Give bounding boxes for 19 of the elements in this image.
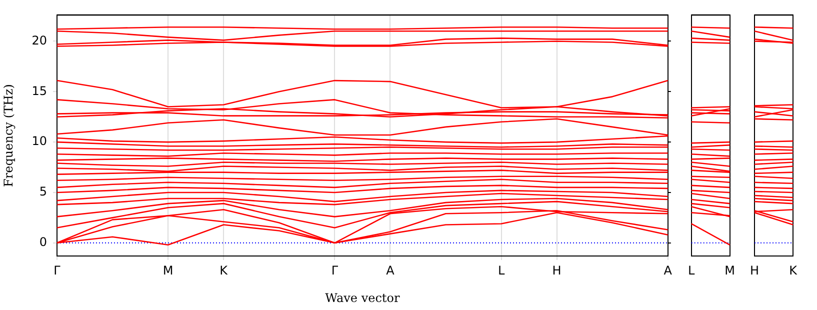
x-tick-label: M <box>162 263 174 278</box>
x-tick-label: L <box>498 263 505 278</box>
y-axis-title: Frequency (THz) <box>1 84 16 187</box>
y-tick-label: 0 <box>39 235 47 250</box>
y-tick-label: 20 <box>32 33 47 48</box>
y-tick-label: 5 <box>39 184 47 199</box>
x-tick-label: L <box>688 263 695 278</box>
y-tick-label: 10 <box>32 134 47 148</box>
x-tick-label: K <box>789 263 798 278</box>
x-tick-label: A <box>664 263 673 278</box>
x-tick-label: Γ <box>54 263 61 278</box>
y-tick-label: 15 <box>32 84 47 98</box>
x-tick-label: M <box>724 263 736 278</box>
x-tick-label: A <box>386 263 396 278</box>
x-tick-label: H <box>552 263 562 278</box>
x-axis-title: Wave vector <box>325 290 400 305</box>
x-tick-label: K <box>220 263 229 278</box>
x-tick-label: Γ <box>331 263 338 278</box>
x-tick-label: H <box>750 263 760 278</box>
